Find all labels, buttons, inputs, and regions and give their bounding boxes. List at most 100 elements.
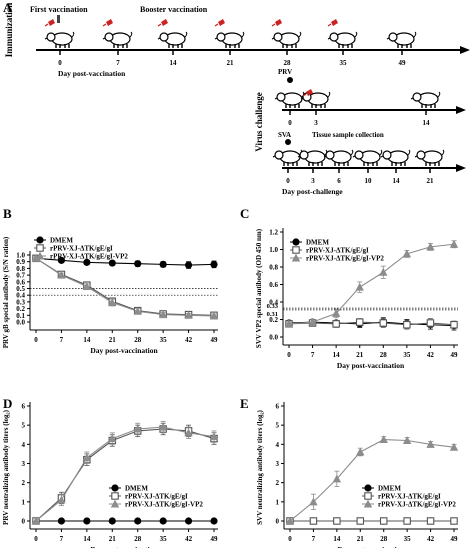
x-tick-label: 14	[333, 351, 341, 359]
vaccination-pig-head	[159, 32, 169, 42]
data-point	[284, 319, 294, 328]
sva-pig-tail	[441, 149, 445, 156]
data-point	[82, 282, 92, 290]
vaccination-pig-head	[273, 32, 283, 42]
data-point	[31, 516, 41, 525]
sva-tick-label: 3	[311, 177, 315, 185]
y-tick-label: 6	[276, 403, 280, 411]
legend-entry: rPRV-XJ-ΔTK/gE/gI-VP2	[306, 255, 384, 263]
vaccination-pig	[271, 31, 302, 48]
data-point	[159, 517, 167, 525]
legend-entry: DMEM	[378, 485, 401, 493]
x-axis-label: Day post-vaccination	[90, 346, 158, 355]
sva-pig	[297, 149, 328, 166]
data-point	[133, 424, 142, 433]
x-tick-label: 14	[83, 535, 91, 543]
sva-pig	[352, 149, 383, 166]
data-point	[108, 434, 117, 443]
vaccination-pig-head	[388, 32, 398, 42]
legend-marker	[363, 499, 373, 508]
sva-pig-tail	[407, 149, 411, 156]
y-tick-label: 0.3	[16, 298, 25, 306]
x-tick-label: 0	[34, 336, 38, 344]
syringe-icon	[214, 19, 225, 27]
y-tick-label: 0.4	[16, 292, 25, 300]
data-point	[355, 318, 364, 326]
syringe-icon-barrel	[275, 19, 282, 26]
data-point	[184, 428, 193, 437]
data-point	[309, 497, 318, 506]
data-point	[82, 453, 92, 462]
booster-vaccination-label: Booster vaccination	[140, 5, 208, 14]
data-point	[379, 267, 388, 276]
vaccination-pig-snout	[327, 37, 331, 40]
data-point	[83, 258, 91, 266]
vaccination-pig-snout	[157, 37, 161, 40]
x-tick-label: 49	[211, 535, 219, 543]
prv-label: PRV	[278, 68, 292, 76]
legend-marker	[292, 246, 300, 254]
prv-pig-tail	[437, 91, 441, 98]
series-line	[35, 257, 215, 266]
x-tick-label: 35	[160, 336, 168, 344]
y-tick-label: 1	[22, 498, 26, 506]
panel-e-chart: 0 1 2 3 4 5 6 0 7 14 21 28 35 42 49 Day post-vaccinatio…	[256, 402, 459, 548]
sva-pig	[323, 149, 354, 166]
vaccination-pig	[44, 31, 75, 48]
data-point	[209, 311, 219, 320]
syringe-icon-needle	[102, 23, 107, 27]
data-point	[426, 439, 435, 448]
x-tick-label: 14	[83, 336, 91, 344]
data-point	[159, 260, 167, 268]
vial-icon	[57, 15, 60, 23]
y-tick-label: 0.1	[16, 312, 25, 320]
vaccination-pig-head	[216, 32, 226, 42]
legend-entry: rPRV-XJ-ΔTK/gE/gI-VP2	[378, 501, 456, 509]
data-point	[285, 516, 295, 525]
data-point	[426, 517, 435, 525]
panel-label-b: B	[3, 206, 12, 221]
sva-label: SVA	[278, 131, 291, 139]
data-point	[184, 261, 193, 269]
x-tick-label: 7	[60, 336, 64, 344]
y-axis-label: PRV gB special antibody (S/N ration)	[2, 236, 10, 348]
data-point	[449, 442, 459, 451]
vaccination-pig	[102, 31, 133, 48]
y-tick-label: 0.5	[16, 285, 25, 293]
sva-pig-tail	[350, 149, 354, 156]
sva-pig-head	[354, 150, 364, 160]
prv-tick-label: 0	[288, 119, 292, 127]
panel-label-d: D	[3, 396, 12, 411]
legend-marker	[292, 238, 300, 246]
syringe-icon	[157, 19, 168, 27]
prv-pig-head	[412, 92, 422, 102]
x-axis-label: Day post-vaccination	[90, 545, 158, 548]
syringe-icon-needle	[271, 23, 276, 27]
panel-b-chart: 0.00.10.20.30.40.50.60.70.80.91.0 0 7 14 21 2…	[2, 236, 219, 355]
sva-tick-label: 0	[286, 177, 290, 185]
y-tick-label: 4	[276, 441, 280, 449]
vaccination-pig	[327, 31, 358, 48]
data-point	[308, 317, 317, 326]
vaccination-pig-head	[46, 32, 56, 42]
data-point	[356, 517, 365, 525]
vaccination-pig-head	[104, 32, 114, 42]
sva-pig-head	[416, 150, 426, 160]
syringe-icon-barrel	[306, 89, 313, 96]
data-point	[403, 320, 411, 329]
vaccination-pig-snout	[386, 37, 390, 40]
vaccination-pig	[386, 31, 417, 48]
vaccination-tick-label: 49	[399, 59, 407, 67]
syringe-icon	[102, 19, 113, 27]
threshold-label: 0.33	[267, 303, 279, 310]
legend-marker	[291, 253, 301, 262]
y-tick-label: 3	[276, 460, 280, 468]
day-post-vaccination-label: Day post-vaccination	[58, 69, 126, 78]
x-tick-label: 28	[134, 535, 142, 543]
vaccination-tick-label: 7	[116, 59, 120, 67]
legend-marker	[110, 499, 120, 508]
legend-entry: rPRV-XJ-ΔTK/gE/gI	[306, 247, 369, 255]
y-tick-label: 0.6	[16, 278, 25, 286]
prv-tick-label: 14	[423, 119, 431, 127]
sva-virus-icon	[285, 139, 291, 145]
